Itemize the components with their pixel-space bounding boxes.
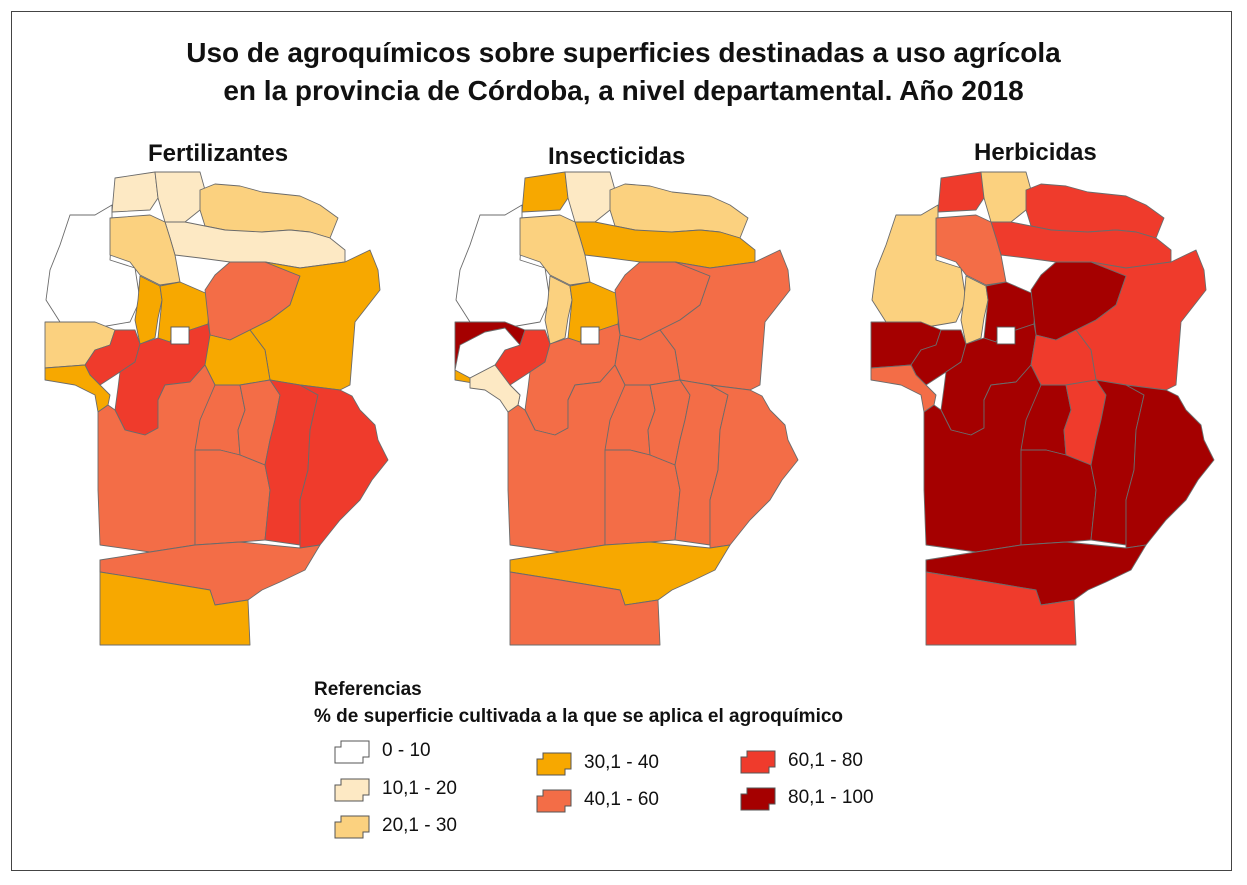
legend-label: 40,1 - 60: [584, 789, 659, 810]
legend-swatch: [334, 815, 370, 839]
legend-label: 60,1 - 80: [788, 750, 863, 771]
map-title-herbicidas: Herbicidas: [974, 139, 1097, 166]
title-line-2: en la provincia de Córdoba, a nivel depa…: [223, 75, 1024, 106]
department-west-pale: [469, 364, 521, 413]
legend-label: 10,1 - 20: [382, 778, 457, 799]
legend-swatch: [334, 740, 370, 764]
department-north-c: [980, 171, 1032, 223]
department-capital: [996, 326, 1016, 345]
department-south-e2: [299, 384, 389, 549]
department-north-band: [990, 221, 1172, 269]
department-southmost-w: [925, 559, 1077, 646]
department-south-e2: [1125, 384, 1215, 549]
department-north-band: [164, 221, 346, 269]
department-south-c3: [194, 449, 271, 546]
department-capital: [580, 326, 600, 345]
department-south-c3: [604, 449, 681, 546]
department-southmost-w: [509, 559, 661, 646]
department-north-w: [111, 171, 159, 213]
department-south-c3: [1020, 449, 1097, 546]
department-south-e2: [709, 384, 799, 549]
map-title-fertilizantes: Fertilizantes: [148, 140, 289, 167]
department-capital: [170, 326, 190, 345]
department-mid-west-strip: [544, 275, 573, 345]
department-north-band: [574, 221, 756, 269]
map-herbicidas: [870, 171, 1215, 646]
legend-label: 30,1 - 40: [584, 752, 659, 773]
legend-label: 80,1 - 100: [788, 787, 874, 808]
legend-swatch: [740, 750, 776, 774]
department-north-w: [937, 171, 985, 213]
map-title-insecticidas: Insecticidas: [548, 143, 686, 170]
legend-subtitle: % de superficie cultivada a la que se ap…: [314, 706, 844, 727]
department-west-white: [454, 327, 521, 379]
department-mid-west-strip: [134, 275, 163, 345]
legend-swatch: [536, 789, 572, 813]
department-southmost-w: [99, 559, 251, 646]
legend-title: Referencias: [314, 679, 422, 700]
legend-swatch: [740, 787, 776, 811]
legend-swatch: [536, 752, 572, 776]
department-north-c: [154, 171, 206, 223]
department-north-w: [521, 171, 569, 213]
title-line-1: Uso de agroquímicos sobre superficies de…: [186, 37, 1061, 68]
legend-label: 20,1 - 30: [382, 815, 457, 836]
department-north-c: [564, 171, 616, 223]
legend-label: 0 - 10: [382, 740, 431, 761]
legend-swatch: [334, 778, 370, 802]
map-fertilizantes: [44, 171, 389, 646]
map-insecticidas: [454, 171, 799, 646]
figure-title: Uso de agroquímicos sobre superficies de…: [0, 34, 1247, 110]
department-mid-west-strip: [960, 275, 989, 345]
